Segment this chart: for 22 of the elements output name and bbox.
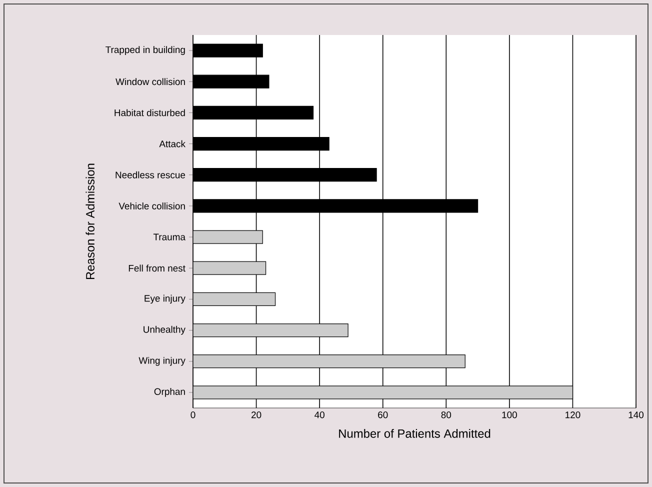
x-tick-label: 60 <box>378 412 388 418</box>
y-tick-label: Habitat disturbed <box>114 109 185 116</box>
x-tick-label: 20 <box>252 412 262 418</box>
x-tick-label: 100 <box>502 412 517 418</box>
y-tick-label: Wing injury <box>138 356 186 366</box>
y-tick-label: Attack <box>159 140 186 148</box>
y-tick-label: Eye injury <box>144 294 186 304</box>
x-tick-label: 120 <box>566 412 580 418</box>
x-tick-label: 40 <box>314 412 324 418</box>
x-tick-label: 80 <box>441 412 452 418</box>
y-tick-label: Window collision <box>116 78 185 86</box>
x-tick-label: 0 <box>190 412 196 418</box>
x-tick-label: 140 <box>628 412 644 418</box>
y-tick-label: Fell from nest <box>128 264 186 272</box>
y-tick-label: Vehicle collision <box>118 202 185 210</box>
y-axis-title: Reason for Admission <box>86 164 94 279</box>
y-tick-label: Needless rescue <box>116 171 186 178</box>
y-tick-label: Trauma <box>153 234 186 240</box>
y-tick-label: Orphan <box>154 388 185 397</box>
y-tick-label: Unhealthy <box>144 326 186 335</box>
x-axis-title: Number of Patients Admitted <box>339 429 490 438</box>
y-tick-label: Trapped in building <box>106 46 185 55</box>
